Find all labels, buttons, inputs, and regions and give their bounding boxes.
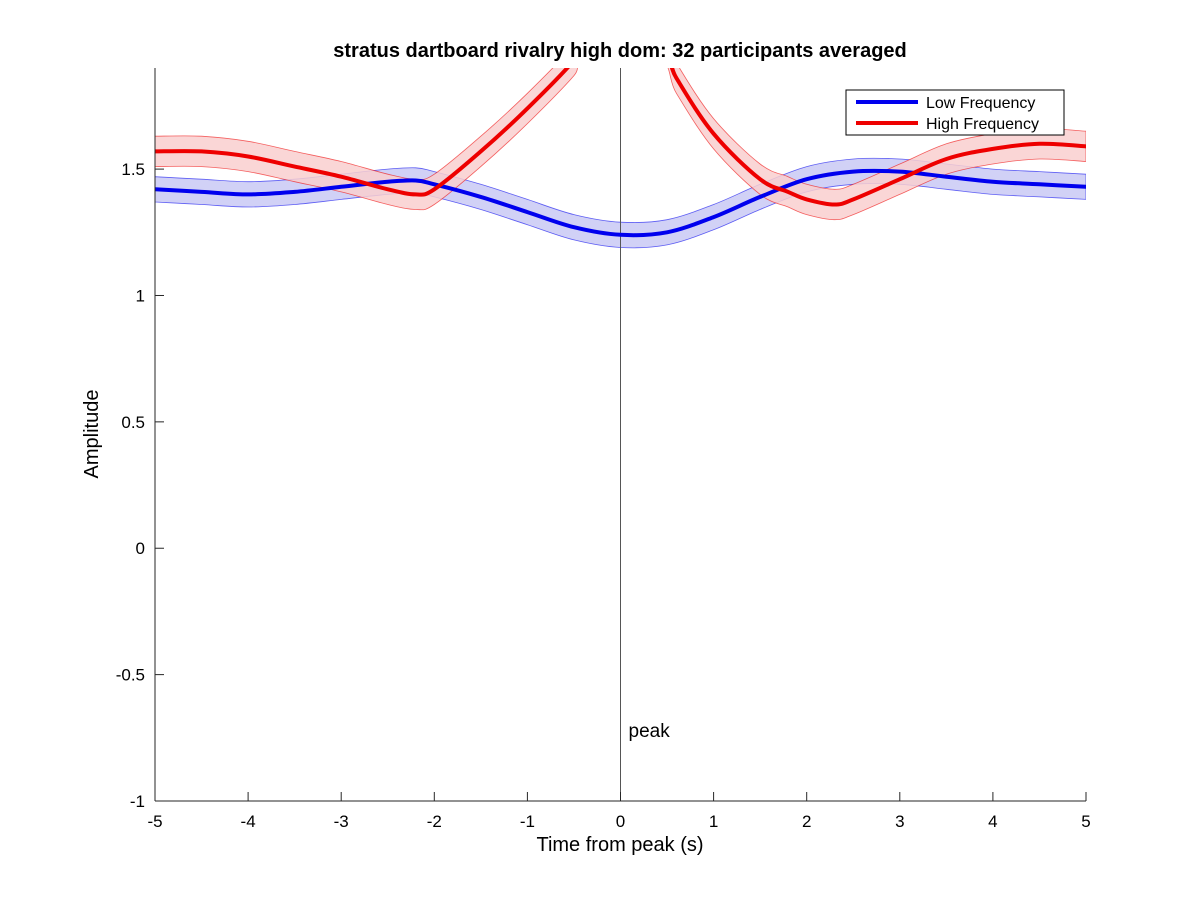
x-tick-label: 3 xyxy=(895,812,904,831)
y-axis-label: Amplitude xyxy=(81,390,103,479)
series-lines xyxy=(155,68,1086,238)
series-line-high-frequency xyxy=(155,68,1086,207)
series-line-low-frequency xyxy=(155,168,1086,238)
x-axis-label: Time from peak (s) xyxy=(536,834,703,856)
x-tick-label: 2 xyxy=(802,812,811,831)
y-tick-label: -0.5 xyxy=(116,666,145,685)
x-tick-label: -4 xyxy=(241,812,256,831)
legend-box xyxy=(845,89,1065,136)
y-tick-label: 1.5 xyxy=(121,160,145,179)
y-tick-label: 1 xyxy=(136,286,145,305)
legend-label-high-frequency: High Frequency xyxy=(926,116,1039,133)
x-tick-label: 1 xyxy=(709,812,718,831)
y-tick-label: 0 xyxy=(136,539,145,558)
legend-label-low-frequency: Low Frequency xyxy=(926,95,1035,112)
y-tick-label: 0.5 xyxy=(121,413,145,432)
x-tick-label: -5 xyxy=(147,812,162,831)
plot-area xyxy=(155,68,1086,801)
x-tick-label: -2 xyxy=(427,812,442,831)
legend: Low Frequency High Frequency xyxy=(845,89,1065,136)
peak-annotation: peak xyxy=(629,721,671,742)
x-tick-label: 0 xyxy=(616,812,625,831)
x-tick-label: 4 xyxy=(988,812,997,831)
x-tick-label: -1 xyxy=(520,812,535,831)
x-tick-label: 5 xyxy=(1081,812,1090,831)
x-tick-label: -3 xyxy=(334,812,349,831)
chart-title: stratus dartboard rivalry high dom: 32 p… xyxy=(333,40,907,62)
x-axis-ticks: -5 -4 -3 -2 -1 0 1 2 3 4 5 xyxy=(147,792,1091,831)
y-tick-label: -1 xyxy=(130,792,145,811)
y-axis-ticks: -1 -0.5 0 0.5 1 1.5 xyxy=(116,160,164,811)
